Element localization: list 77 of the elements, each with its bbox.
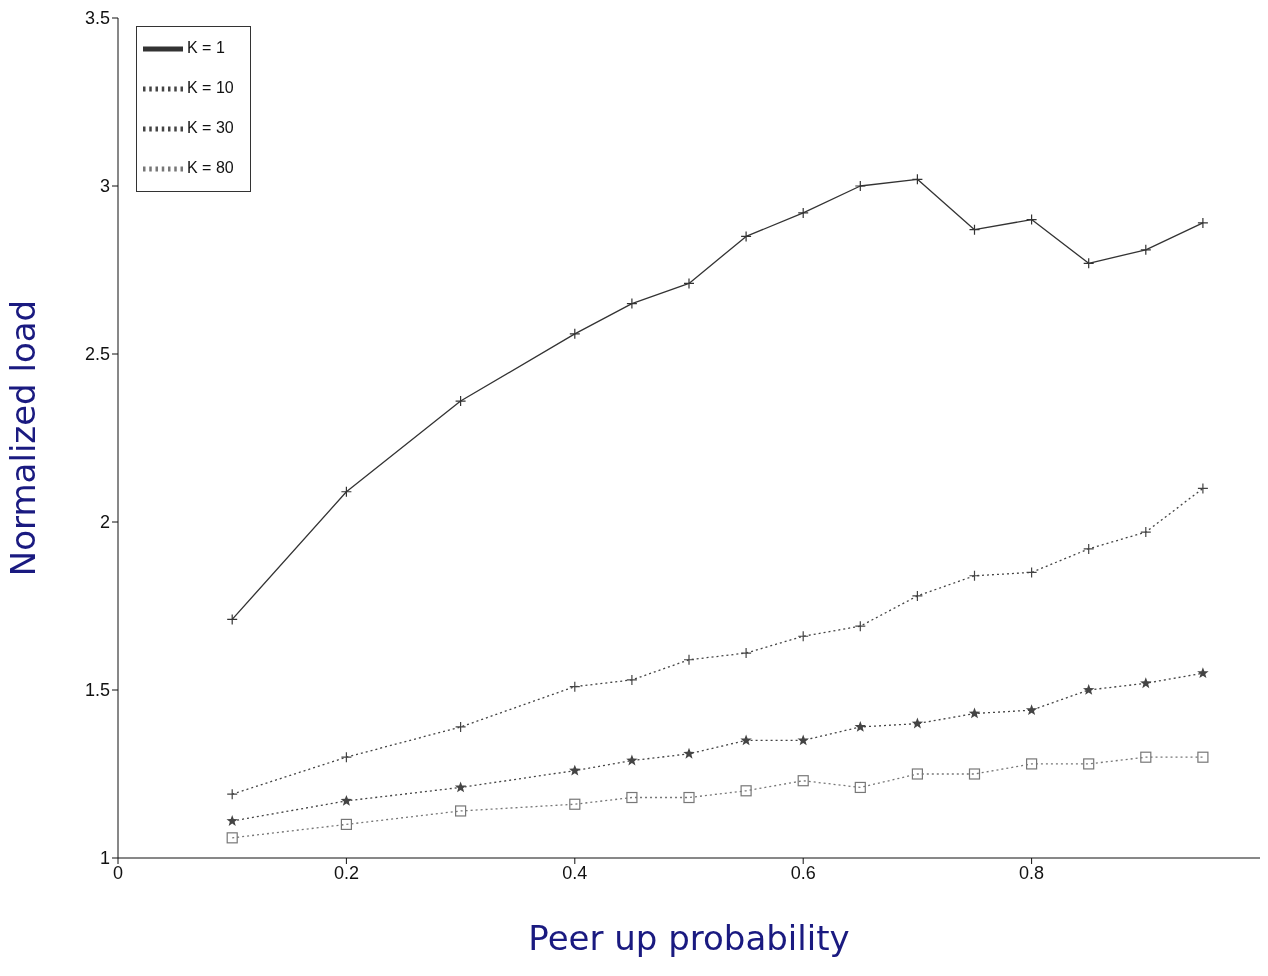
- point: [626, 791, 638, 804]
- point: [683, 747, 695, 759]
- point: [226, 815, 238, 826]
- point: [1026, 758, 1038, 770]
- point: [1140, 751, 1152, 763]
- point: [854, 781, 866, 794]
- x-tick-label: 0: [112, 862, 124, 883]
- point: [569, 328, 581, 340]
- point: [340, 751, 352, 763]
- point: [340, 486, 352, 498]
- y-tick-label: 3.5: [84, 8, 110, 29]
- point: [1083, 257, 1095, 269]
- point: [340, 794, 353, 806]
- point: [1197, 751, 1209, 763]
- point: [569, 798, 581, 810]
- point: [226, 788, 238, 800]
- point: [1026, 566, 1038, 578]
- point: [1197, 482, 1209, 494]
- point: [797, 630, 809, 642]
- point: [1082, 684, 1095, 695]
- point: [569, 681, 581, 693]
- point: [797, 207, 809, 219]
- point: [911, 717, 924, 729]
- point: [797, 734, 809, 746]
- point: [1197, 667, 1209, 679]
- point: [854, 620, 866, 632]
- point: [226, 613, 238, 626]
- point: [797, 775, 809, 787]
- point: [683, 654, 695, 666]
- point: [740, 647, 752, 659]
- point: [911, 590, 923, 602]
- point: [911, 173, 923, 185]
- y-tick-label: 3: [99, 176, 110, 197]
- point: [455, 721, 467, 733]
- point: [1025, 704, 1038, 716]
- point: [1083, 758, 1095, 770]
- y-tick-label: 2.5: [84, 344, 110, 365]
- point: [626, 674, 638, 686]
- x-tick-label: 0.6: [790, 862, 816, 883]
- point: [740, 734, 752, 746]
- point: [626, 298, 638, 310]
- point: [455, 805, 467, 817]
- legend-label: K = 10: [187, 79, 234, 97]
- point: [455, 395, 467, 407]
- point: [1140, 244, 1152, 256]
- point: [740, 785, 752, 797]
- point: [968, 707, 981, 719]
- x-axis-title: Peer up probability: [528, 918, 850, 958]
- point: [226, 832, 238, 844]
- y-tick-label: 1: [99, 848, 110, 869]
- point: [968, 768, 981, 780]
- point: [1026, 214, 1038, 226]
- y-axis-title: Normalized load: [3, 299, 44, 577]
- point: [1083, 543, 1095, 555]
- x-tick-label: 0.8: [1019, 862, 1045, 883]
- point: [340, 818, 352, 830]
- point: [968, 224, 981, 236]
- point: [740, 230, 752, 242]
- legend-label: K = 1: [187, 39, 225, 57]
- y-tick-label: 1.5: [84, 680, 110, 701]
- point: [569, 764, 581, 776]
- y-tick-label: 2: [99, 512, 110, 533]
- point: [854, 180, 866, 192]
- point: [911, 768, 923, 780]
- point: [683, 791, 695, 804]
- legend-label: K = 80: [187, 159, 234, 177]
- point: [1140, 677, 1152, 689]
- x-tick-label: 0.4: [562, 862, 588, 883]
- point: [454, 781, 467, 793]
- point: [854, 720, 867, 732]
- legend-label: K = 30: [187, 119, 234, 137]
- point: [683, 277, 695, 290]
- point: [626, 754, 638, 766]
- point: [968, 570, 981, 582]
- x-tick-label: 0.2: [333, 862, 359, 883]
- point: [1140, 526, 1152, 538]
- point: [1197, 217, 1209, 229]
